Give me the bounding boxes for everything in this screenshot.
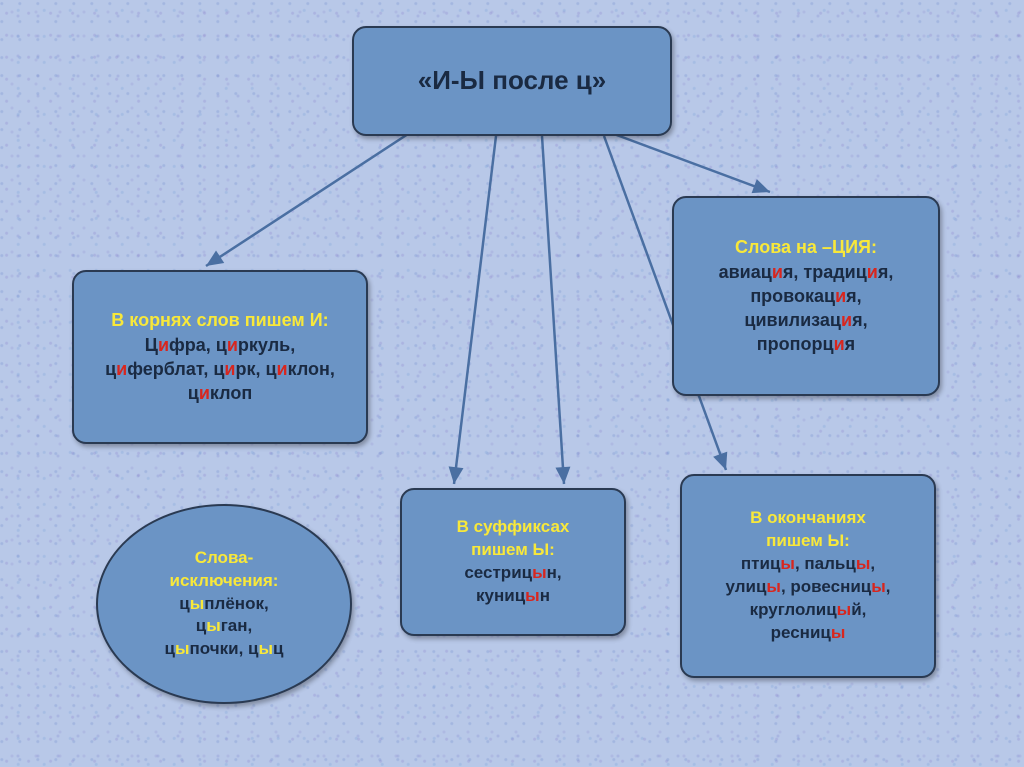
tsiya-heading: Слова на –ЦИЯ:: [735, 235, 877, 259]
text-line: сестрицын,: [464, 562, 561, 585]
suffix-box: В суффиксах пишем Ы: сестрицын,куницын: [400, 488, 626, 636]
text-line: Цифра, циркуль,: [105, 333, 335, 357]
roots-body: Цифра, циркуль,циферблат, цирк, циклон,ц…: [105, 333, 335, 406]
tsiya-body: авиация, традиция,провокация,цивилизация…: [719, 260, 894, 357]
exceptions-heading-1: Слова-: [195, 547, 254, 570]
endings-box: В окончаниях пишем Ы: птицы, пальцы,улиц…: [680, 474, 936, 678]
text-line: улицы, ровесницы,: [725, 576, 890, 599]
endings-body: птицы, пальцы,улицы, ровесницы,круглолиц…: [725, 553, 890, 645]
text-line: авиация, традиция,: [719, 260, 894, 284]
text-line: циклоп: [105, 381, 335, 405]
text-line: цыган,: [165, 615, 284, 638]
text-line: ресницы: [725, 622, 890, 645]
diagram-title: «И-Ы после ц»: [418, 63, 607, 98]
text-line: птицы, пальцы,: [725, 553, 890, 576]
text-line: циферблат, цирк, циклон,: [105, 357, 335, 381]
tsiya-box: Слова на –ЦИЯ: авиация, традиция,провока…: [672, 196, 940, 396]
exceptions-body: цыплёнок,цыган,цыпочки, цыц: [165, 593, 284, 662]
text-line: куницын: [464, 585, 561, 608]
text-line: пропорция: [719, 332, 894, 356]
endings-heading-2: пишем Ы:: [766, 530, 850, 553]
endings-heading-1: В окончаниях: [750, 507, 866, 530]
suffix-heading-1: В суффиксах: [457, 516, 570, 539]
text-line: цыплёнок,: [165, 593, 284, 616]
roots-heading: В корнях слов пишем И:: [111, 308, 328, 332]
text-line: цыпочки, цыц: [165, 638, 284, 661]
text-line: цивилизация,: [719, 308, 894, 332]
suffix-body: сестрицын,куницын: [464, 562, 561, 608]
suffix-heading-2: пишем Ы:: [471, 539, 555, 562]
text-line: провокация,: [719, 284, 894, 308]
exceptions-heading-2: исключения:: [170, 570, 279, 593]
title-box: «И-Ы после ц»: [352, 26, 672, 136]
roots-box: В корнях слов пишем И: Цифра, циркуль,ци…: [72, 270, 368, 444]
text-line: круглолицый,: [725, 599, 890, 622]
exceptions-box: Слова- исключения: цыплёнок,цыган,цыпочк…: [96, 504, 352, 704]
